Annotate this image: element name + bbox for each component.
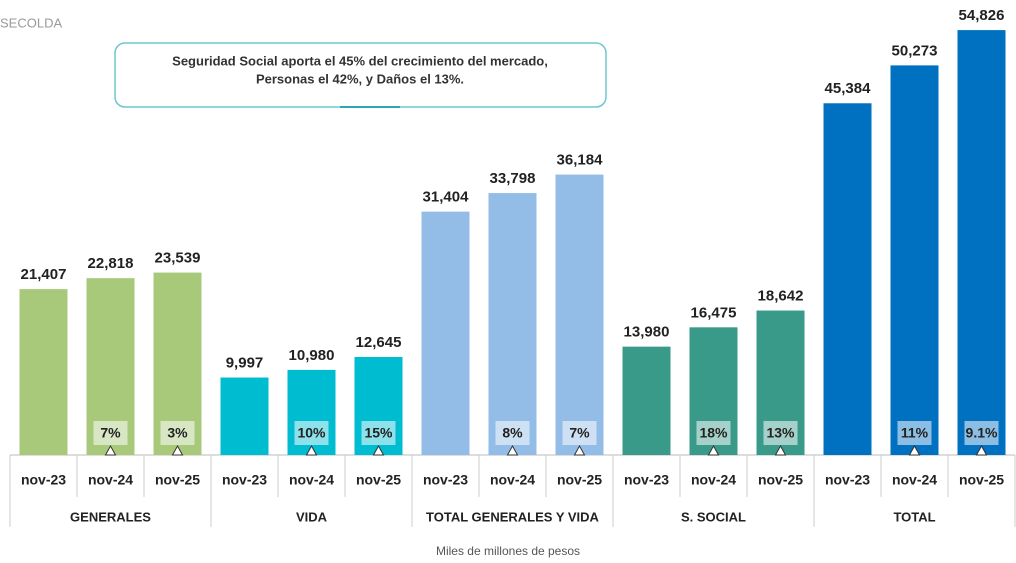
group-label: TOTAL	[893, 509, 935, 524]
growth-arrow	[506, 444, 519, 456]
growth-arrow	[975, 444, 988, 456]
x-tick-label: nov-23	[624, 472, 669, 488]
value-label: 31,404	[423, 189, 470, 206]
growth-box	[964, 421, 999, 445]
x-tick-label: nov-23	[825, 472, 870, 488]
growth-box	[294, 421, 329, 445]
group-label: S. SOCIAL	[681, 509, 746, 524]
growth-arrow	[774, 444, 787, 456]
footer: Miles de millones de pesos	[436, 544, 580, 558]
value-label: 21,407	[21, 266, 67, 283]
growth-box	[763, 421, 798, 445]
growth-arrow	[372, 444, 385, 456]
bar	[19, 289, 68, 455]
growth-box	[495, 421, 530, 445]
x-tick-label: nov-24	[88, 472, 133, 488]
value-label: 13,980	[624, 324, 670, 341]
x-tick-label: nov-24	[289, 472, 334, 488]
bar	[220, 377, 269, 455]
growth-arrow	[104, 444, 117, 456]
growth-label: 8%	[502, 425, 523, 441]
growth-arrow	[573, 444, 586, 456]
group-label: TOTAL GENERALES Y VIDA	[426, 509, 599, 524]
value-label: 9,997	[226, 354, 264, 371]
value-label: 10,980	[289, 347, 335, 364]
growth-box	[696, 421, 731, 445]
x-tick-label: nov-23	[222, 472, 267, 488]
x-tick-label: nov-25	[758, 472, 803, 488]
group-label: VIDA	[296, 509, 328, 524]
growth-label: 3%	[167, 425, 188, 441]
bar	[555, 174, 604, 455]
growth-arrow	[171, 444, 184, 456]
bar	[488, 193, 537, 456]
value-label: 36,184	[557, 152, 604, 169]
value-label: 16,475	[691, 304, 737, 321]
growth-box	[562, 421, 597, 445]
value-label: 23,539	[155, 250, 201, 267]
value-label: 22,818	[88, 255, 134, 272]
growth-box	[897, 421, 932, 445]
bar	[890, 65, 939, 455]
growth-label: 9.1%	[966, 425, 998, 441]
x-tick-label: nov-25	[557, 472, 602, 488]
x-tick-label: nov-25	[356, 472, 401, 488]
x-tick-label: nov-23	[423, 472, 468, 488]
x-tick-label: nov-24	[691, 472, 736, 488]
value-label: 54,826	[959, 7, 1005, 24]
value-label: 50,273	[892, 42, 938, 59]
x-tick-label: nov-23	[21, 472, 66, 488]
growth-label: 10%	[297, 425, 326, 441]
value-label: 12,645	[356, 334, 402, 351]
bar	[622, 346, 671, 455]
group-label: GENERALES	[70, 509, 151, 524]
growth-box	[93, 421, 128, 445]
x-tick-label: nov-24	[892, 472, 937, 488]
value-label: 45,384	[825, 80, 872, 97]
x-tick-label: nov-25	[155, 472, 200, 488]
growth-label: 13%	[766, 425, 795, 441]
bar	[421, 211, 470, 455]
growth-label: 18%	[699, 425, 728, 441]
x-tick-label: nov-25	[959, 472, 1004, 488]
growth-label: 7%	[100, 425, 121, 441]
growth-label: 15%	[364, 425, 393, 441]
growth-arrow	[305, 444, 318, 456]
growth-label: 11%	[901, 425, 929, 441]
annotation: Personas el 42%, y Daños el 13%.	[256, 71, 464, 86]
bar	[823, 103, 872, 456]
value-label: 33,798	[490, 170, 536, 187]
annotation: Seguridad Social aporta el 45% del creci…	[172, 53, 548, 68]
bar	[957, 30, 1006, 455]
x-tick-label: nov-24	[490, 472, 535, 488]
value-label: 18,642	[758, 287, 804, 304]
growth-arrow	[707, 444, 720, 456]
source: SECOLDA	[0, 15, 62, 30]
growth-box	[361, 421, 396, 445]
growth-arrow	[908, 444, 921, 456]
growth-box	[160, 421, 195, 445]
growth-label: 7%	[569, 425, 590, 441]
